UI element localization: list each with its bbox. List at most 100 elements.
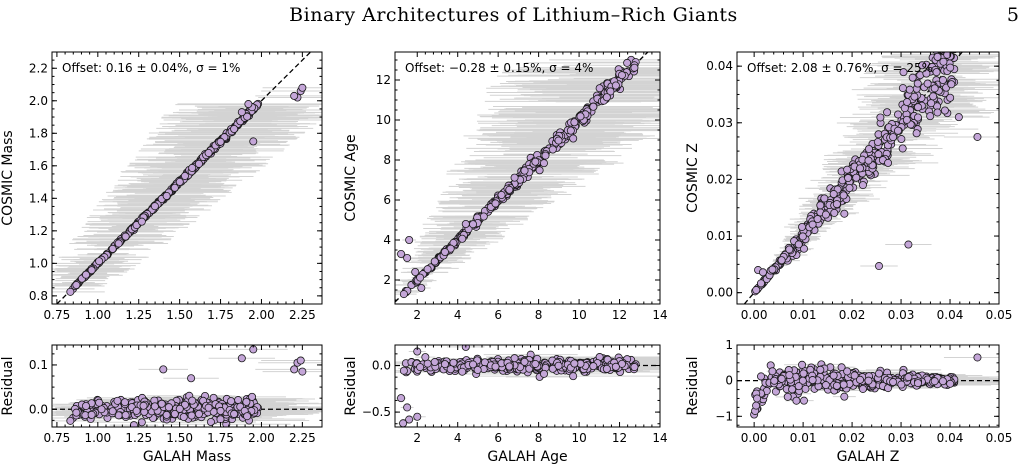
data-point (570, 118, 579, 127)
data-point (175, 404, 184, 413)
y-tick-label: 12 (376, 73, 391, 87)
data-point (290, 91, 299, 100)
plot-area (52, 345, 322, 427)
data-point (816, 201, 825, 210)
data-point (946, 63, 955, 72)
data-point (164, 403, 173, 412)
data-point (808, 220, 817, 229)
data-point (548, 145, 557, 154)
chart-panel-5: 2 4 6 8 10 12 14 −0.5 0.0 Residual GALAH Age (343, 344, 668, 465)
y-tick-label: 0.1 (29, 358, 48, 372)
y-tick-label: 0.02 (706, 172, 733, 186)
data-point (897, 135, 906, 144)
y-tick-label: 1.8 (29, 126, 48, 140)
data-point (821, 210, 830, 219)
x-tick-label: 1.00 (84, 431, 111, 445)
data-point (204, 403, 213, 412)
y-axis-label: COSMIC Z (685, 143, 701, 213)
data-point (188, 163, 197, 172)
data-point (397, 249, 406, 258)
x-tick-label: 0.03 (888, 308, 915, 322)
data-point (399, 419, 408, 427)
data-point (243, 112, 252, 121)
data-point (926, 112, 935, 121)
data-point (883, 108, 892, 117)
data-point (949, 25, 956, 32)
data-point (923, 79, 932, 88)
data-point (405, 415, 414, 424)
x-tick-label: 0.00 (741, 308, 768, 322)
data-point (785, 245, 794, 254)
data-point (757, 279, 766, 288)
x-tick-label: 2.25 (289, 431, 316, 445)
y-tick-label: 0.03 (706, 116, 733, 130)
data-point (230, 409, 239, 418)
axes-frame (51, 344, 323, 428)
data-point (844, 174, 853, 183)
data-point (66, 287, 75, 296)
data-point (611, 362, 620, 371)
data-point (927, 99, 936, 108)
data-point (794, 240, 803, 249)
data-point (752, 286, 761, 295)
data-point (108, 244, 117, 253)
data-point (946, 93, 955, 102)
data-point (430, 257, 439, 266)
data-point (839, 191, 848, 200)
data-point (943, 52, 952, 59)
data-point (938, 76, 947, 85)
y-tick-label: 4 (383, 233, 391, 247)
data-point (194, 410, 203, 419)
data-point (566, 126, 575, 135)
data-point (458, 367, 467, 376)
data-point (216, 406, 225, 415)
y-axis-label: Residual (0, 356, 16, 415)
data-point (820, 194, 829, 203)
x-tick-label: 0.75 (44, 308, 71, 322)
axes-frame (394, 51, 661, 305)
data-point (929, 92, 938, 101)
data-point (845, 183, 854, 192)
y-tick-label: 8 (383, 153, 391, 167)
data-point (589, 102, 598, 111)
data-point (159, 365, 168, 374)
data-point (423, 265, 432, 274)
y-tick-label: 6 (383, 193, 391, 207)
data-point (539, 159, 548, 168)
y-tick-label: 10 (376, 113, 391, 127)
data-point (216, 137, 225, 146)
data-point (813, 215, 822, 224)
x-tick-label: 1.50 (166, 308, 193, 322)
data-point (939, 57, 948, 66)
data-point (918, 61, 927, 70)
y-tick-label: 1.6 (29, 159, 48, 173)
x-tick-label: 1.25 (125, 308, 152, 322)
data-point (922, 69, 931, 78)
data-point (206, 417, 215, 426)
data-point (913, 113, 922, 122)
data-point (461, 345, 470, 351)
data-point (611, 81, 620, 90)
x-tick-label: 0.01 (790, 308, 817, 322)
x-tick-label: 8 (535, 308, 543, 322)
data-point (905, 85, 914, 94)
y-axis-label: Residual (343, 356, 359, 415)
x-tick-label: 1.25 (125, 431, 152, 445)
chart-panel-6: 0.00 0.01 0.02 0.03 0.04 0.05−101ResidualGALA… (685, 338, 1012, 465)
data-point (602, 364, 611, 373)
data-point (194, 159, 203, 168)
data-point (768, 265, 777, 274)
y-tick-label: 0.00 (706, 286, 733, 300)
data-point (403, 403, 412, 412)
data-point (121, 232, 130, 241)
y-tick-label: 1.0 (29, 256, 48, 270)
data-point (416, 363, 425, 372)
data-point (230, 125, 239, 134)
data-point (132, 406, 141, 415)
data-point (449, 358, 458, 367)
data-point (170, 183, 179, 192)
page-number: 5 (1006, 4, 1019, 26)
data-point (946, 40, 953, 47)
y-tick-label: 0.0 (372, 359, 391, 373)
data-point (829, 190, 838, 199)
